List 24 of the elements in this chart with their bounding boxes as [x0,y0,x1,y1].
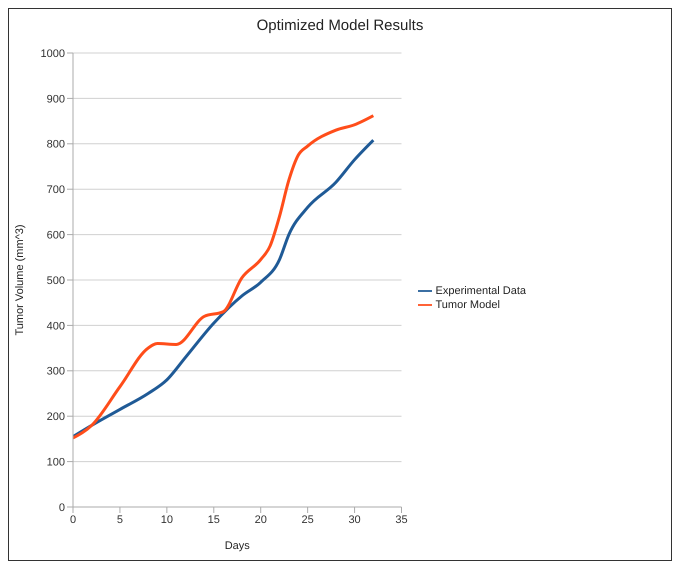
x-tick-label: 30 [348,514,361,526]
x-axis-title: Days [224,540,250,552]
x-tick-label: 15 [208,514,220,526]
y-tick-label: 700 [46,184,65,196]
x-tick-label: 20 [254,514,267,526]
y-tick-label: 0 [58,502,65,514]
x-tick-label: 10 [160,514,173,526]
y-tick-label: 400 [46,320,65,332]
chart-title: Optimized Model Results [256,17,424,36]
legend-label: Tumor Model [436,298,500,311]
x-tick-label: 5 [116,514,123,526]
legend-label: Experimental Data [436,284,526,297]
y-tick-label: 600 [46,230,65,242]
y-tick-label: 1000 [40,48,65,60]
y-tick-label: 200 [46,411,65,424]
y-tick-label: 100 [46,456,65,469]
x-tick-label: 25 [302,514,314,526]
y-tick-label: 500 [46,274,65,287]
x-tick-label: 35 [395,514,408,526]
y-tick-label: 300 [46,366,65,378]
y-axis-title: Tumor Volume (mm^3) [14,224,26,336]
x-tick-label: 0 [70,514,76,526]
y-tick-label: 800 [46,138,65,151]
y-tick-label: 900 [46,93,65,106]
